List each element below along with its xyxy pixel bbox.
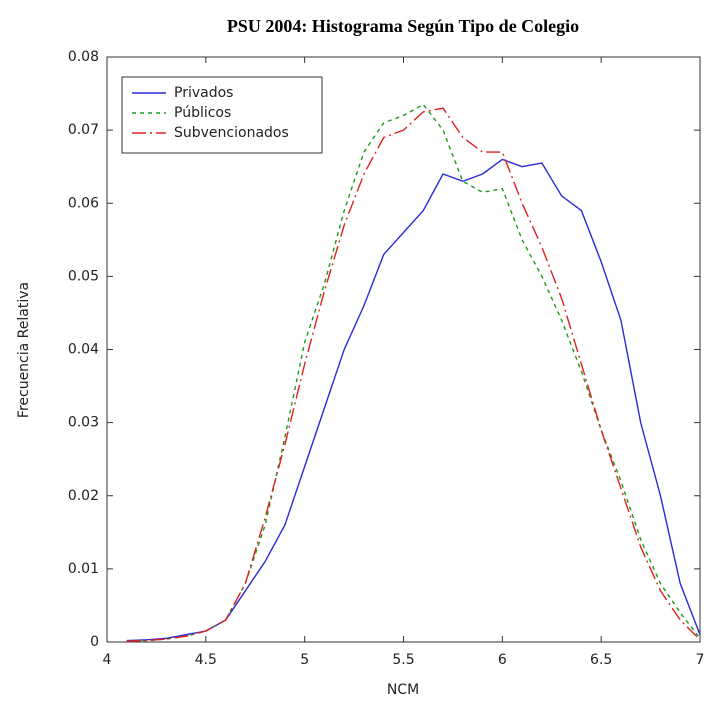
y-tick-label: 0.05 [68,268,99,284]
x-tick-label: 6.5 [590,652,612,668]
y-tick-label: 0.03 [68,415,99,431]
x-axis-label: NCM [387,682,419,698]
legend-label: Públicos [174,105,231,121]
series-line [126,107,701,642]
x-tick-label: 7 [696,652,705,668]
y-axis-label: Frecuencia Relativa [16,282,32,418]
y-tick-label: 0.02 [68,488,99,504]
y-tick-label: 0.07 [68,122,99,138]
x-tick-label: 4.5 [195,652,217,668]
legend-box [121,76,323,154]
y-tick-label: 0.06 [68,195,99,211]
legend-label: Subvencionados [174,125,289,141]
x-tick-label: 4 [103,652,112,668]
y-tick-label: 0.08 [68,49,99,65]
x-tick-label: 6 [498,652,507,668]
x-tick-label: 5.5 [392,652,414,668]
legend-label: Privados [174,85,233,101]
x-tick-label: 5 [300,652,309,668]
series-line [126,103,701,642]
y-tick-label: 0.04 [68,342,99,358]
series-line [126,158,701,642]
y-tick-label: 0 [90,634,99,650]
chart-title: PSU 2004: Histograma Según Tipo de Coleg… [227,16,579,36]
y-tick-label: 0.01 [68,561,99,577]
